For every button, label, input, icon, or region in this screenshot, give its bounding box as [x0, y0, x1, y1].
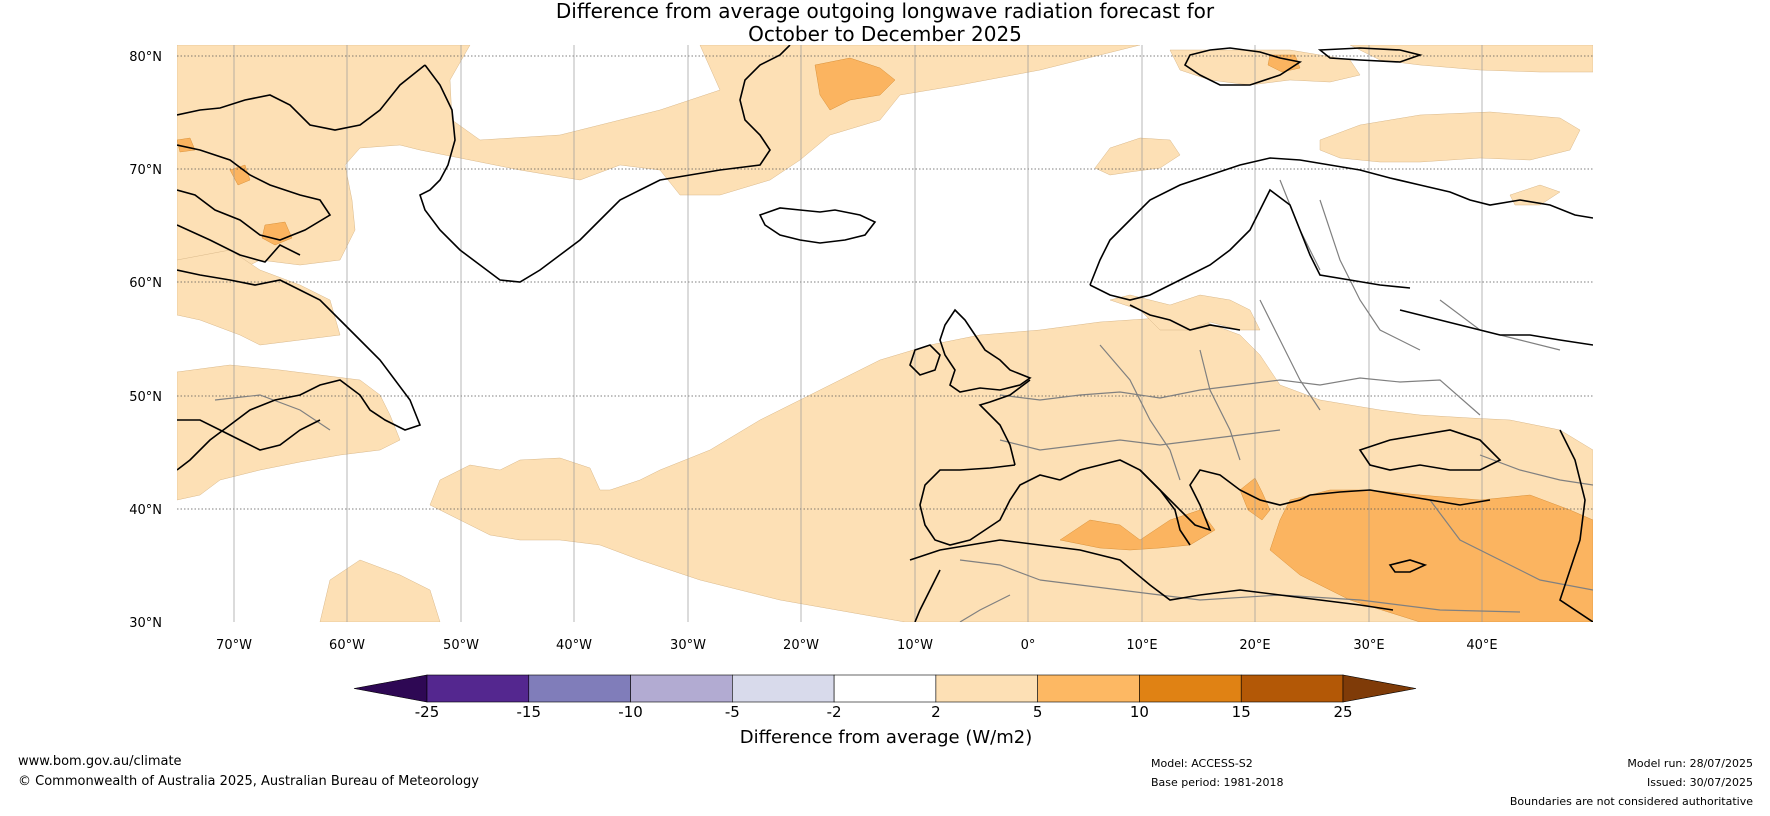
- colorbar-segment: [1139, 674, 1242, 703]
- colorbar-segment: [833, 674, 937, 703]
- colorbar-tick-label: -10: [618, 703, 643, 721]
- lon-label: 50°W: [443, 638, 479, 653]
- coastlines: [177, 45, 1593, 622]
- colorbar-tick-label: 15: [1232, 703, 1251, 721]
- lat-label: 30°N: [129, 616, 162, 631]
- website-text: www.bom.gov.au/climate: [18, 754, 182, 769]
- colorbar-tick-label: 10: [1130, 703, 1149, 721]
- copyright-text: © Commonwealth of Australia 2025, Austra…: [18, 774, 479, 789]
- chart-title: Difference from average outgoing longwav…: [0, 0, 1770, 46]
- colorbar: -25 -15 -10 -5 -2 2 5 10 15 25: [353, 674, 1417, 721]
- colorbar-tick-label: -25: [415, 703, 440, 721]
- colorbar-label: Difference from average (W/m2): [739, 727, 1033, 748]
- colorbar-tick-label: 2: [931, 703, 941, 721]
- issued-text: Issued: 30/07/2025: [1646, 776, 1753, 789]
- lon-label: 10°E: [1126, 638, 1157, 653]
- lat-label: 50°N: [129, 390, 162, 405]
- colorbar-tick-label: -5: [725, 703, 740, 721]
- lon-label: 40°E: [1466, 638, 1497, 653]
- lon-label: 40°W: [556, 638, 592, 653]
- colorbar-segment: [528, 674, 631, 703]
- colorbar-tick-label: -2: [827, 703, 842, 721]
- longitude-labels: 70°W 60°W 50°W 40°W 30°W 20°W 10°W 0° 10…: [216, 638, 1498, 653]
- lat-label: 40°N: [129, 503, 162, 518]
- title-line-1: Difference from average outgoing longwav…: [555, 0, 1215, 23]
- colorbar-segment: [935, 674, 1038, 703]
- colorbar-segment: [1037, 674, 1140, 703]
- disclaimer-text: Boundaries are not considered authoritat…: [1509, 795, 1753, 808]
- lat-label: 60°N: [129, 276, 162, 291]
- model-run-text: Model run: 28/07/2025: [1627, 757, 1753, 770]
- colorbar-segment: [1240, 674, 1344, 703]
- colorbar-extend-low: [353, 674, 428, 703]
- lat-label: 80°N: [129, 50, 162, 65]
- lon-label: 0°: [1021, 638, 1036, 653]
- colorbar-segment: [732, 674, 835, 703]
- lon-label: 20°W: [783, 638, 819, 653]
- lon-label: 30°E: [1353, 638, 1384, 653]
- latitude-labels: 80°N 70°N 60°N 50°N 40°N 30°N: [129, 50, 162, 631]
- colorbar-tick-label: 25: [1333, 703, 1352, 721]
- lon-label: 10°W: [897, 638, 933, 653]
- lon-label: 70°W: [216, 638, 252, 653]
- lon-label: 30°W: [670, 638, 706, 653]
- lon-label: 20°E: [1239, 638, 1270, 653]
- colorbar-tick-label: -15: [517, 703, 542, 721]
- colorbar-tick-label: 5: [1033, 703, 1043, 721]
- lat-label: 70°N: [129, 163, 162, 178]
- colorbar-extend-high: [1342, 674, 1417, 703]
- colorbar-segment: [630, 674, 733, 703]
- model-text: Model: ACCESS-S2: [1151, 757, 1253, 770]
- title-line-2: October to December 2025: [748, 22, 1022, 46]
- lon-label: 60°W: [329, 638, 365, 653]
- colorbar-segment: [426, 674, 530, 703]
- base-period-text: Base period: 1981-2018: [1151, 776, 1284, 789]
- longitude-gridlines: [233, 45, 1483, 622]
